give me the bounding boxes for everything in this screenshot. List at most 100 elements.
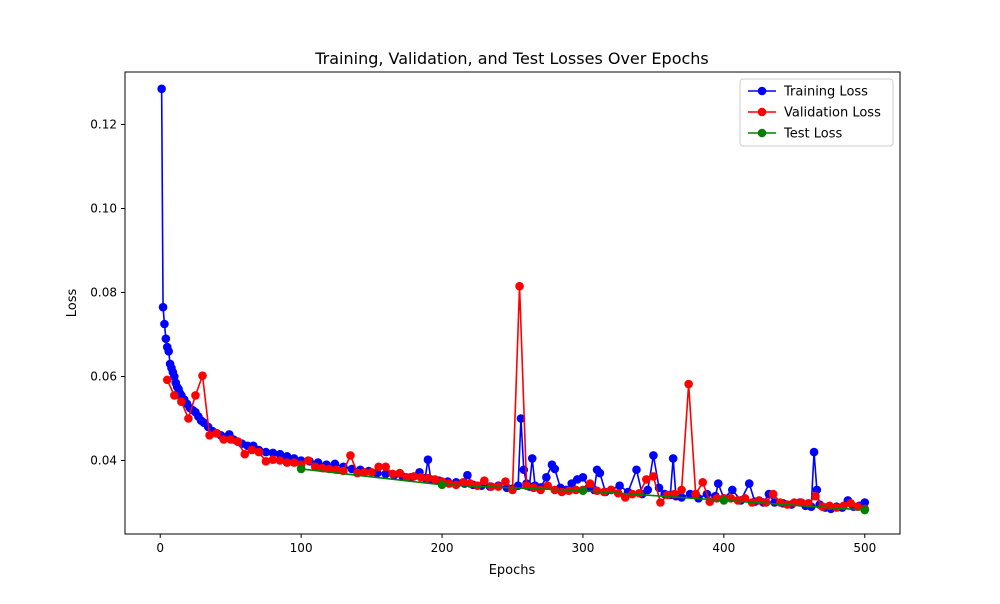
validation-loss-point: [219, 435, 228, 444]
x-tick-label: 400: [712, 541, 735, 555]
validation-loss-point: [226, 435, 235, 444]
validation-loss-point: [585, 479, 595, 488]
validation-loss-point: [177, 397, 186, 407]
validation-loss-point: [240, 449, 250, 459]
training-loss-point: [268, 448, 278, 458]
validation-loss-point: [529, 483, 538, 493]
validation-loss-point: [642, 475, 651, 484]
validation-loss-point: [592, 486, 602, 496]
validation-loss-point: [649, 472, 658, 481]
legend-marker: [757, 128, 767, 138]
validation-loss-point: [797, 498, 806, 507]
training-loss-point: [158, 302, 168, 312]
training-loss-point: [744, 479, 754, 488]
legend-label: Test Loss: [783, 127, 842, 142]
plot-frame: [124, 71, 901, 535]
validation-loss-point: [684, 379, 693, 389]
validation-loss-point: [170, 391, 179, 400]
validation-loss-point: [268, 455, 278, 464]
training-loss-point: [161, 334, 171, 344]
legend-item-validation-loss: Validation Loss: [748, 106, 881, 121]
plot-area: [157, 84, 870, 515]
training-loss-point: [860, 498, 870, 507]
validation-loss-point: [205, 431, 214, 440]
validation-loss-point: [543, 481, 553, 491]
test-loss-point: [437, 480, 447, 490]
training-loss-point: [668, 454, 678, 463]
test-loss-series: [296, 464, 870, 515]
validation-loss-point: [430, 475, 440, 484]
test-loss-point: [860, 505, 870, 515]
validation-loss-point: [677, 485, 686, 495]
y-tick-label: 0.10: [90, 202, 117, 216]
legend-item-training-loss: Training Loss: [748, 85, 868, 100]
validation-loss-point: [275, 456, 285, 465]
validation-loss-point: [635, 488, 644, 498]
training-loss-point: [527, 454, 537, 463]
training-loss-point: [516, 414, 526, 423]
validation-loss-point: [261, 457, 271, 466]
validation-loss-point: [289, 458, 299, 467]
y-axis-label: Loss: [65, 289, 80, 318]
validation-loss-point: [691, 489, 700, 499]
training-loss-point: [643, 485, 653, 495]
validation-loss-point: [346, 451, 355, 460]
validation-loss-point: [254, 447, 264, 457]
training-loss-point: [381, 469, 390, 479]
validation-loss-point: [310, 462, 320, 472]
training-loss-point: [282, 452, 292, 461]
validation-loss-point: [480, 476, 489, 485]
training-loss-point: [632, 465, 641, 475]
validation-loss-point: [212, 428, 221, 438]
validation-loss-point: [374, 462, 383, 472]
y-tick-label: 0.04: [90, 454, 117, 468]
validation-loss-point: [247, 445, 257, 455]
training-loss-point: [275, 449, 285, 459]
validation-loss-point: [733, 496, 743, 505]
validation-loss-point: [501, 477, 510, 486]
validation-loss-point: [233, 437, 243, 446]
validation-loss-point: [698, 478, 708, 487]
training-loss-point: [615, 481, 624, 491]
validation-loss-point: [395, 468, 405, 478]
validation-loss-series: [162, 281, 870, 514]
training-loss-point: [713, 479, 723, 488]
training-loss-point: [595, 468, 605, 478]
validation-loss-point: [811, 491, 820, 501]
training-loss-point: [160, 319, 169, 329]
legend-label: Training Loss: [783, 85, 868, 100]
validation-loss-point: [536, 485, 545, 495]
y-tick-label: 0.12: [90, 118, 117, 132]
chart-title: Training, Validation, and Test Losses Ov…: [314, 49, 709, 68]
validation-loss-point: [846, 499, 855, 508]
training-loss-point: [550, 464, 560, 474]
x-tick-label: 200: [431, 541, 454, 555]
validation-loss-point: [515, 281, 524, 291]
validation-loss-point: [317, 463, 327, 473]
validation-loss-point: [360, 467, 369, 477]
training-loss-point: [649, 451, 658, 460]
x-tick-label: 500: [853, 541, 876, 555]
training-loss-point: [164, 347, 173, 356]
validation-loss-point: [402, 473, 412, 482]
x-axis-label: Epochs: [489, 563, 536, 578]
training-loss-point: [809, 447, 819, 457]
y-axis: 0.04 0.06 0.08 0.10 0.12: [90, 118, 125, 468]
training-loss-point: [463, 470, 472, 480]
validation-loss-point: [184, 414, 193, 423]
validation-loss-point: [458, 478, 468, 487]
validation-loss-point: [388, 469, 398, 479]
test-loss-point: [296, 464, 306, 474]
x-axis: 0 100 200 300 400 500: [156, 534, 876, 555]
x-tick-label: 300: [572, 541, 595, 555]
x-tick-label: 0: [156, 541, 164, 555]
legend-item-test-loss: Test Loss: [748, 127, 842, 142]
validation-loss-point: [768, 489, 778, 499]
validation-loss-point: [162, 375, 172, 385]
training-loss-point: [157, 84, 166, 94]
legend-label: Validation Loss: [784, 106, 881, 121]
legend-marker: [757, 86, 767, 96]
training-loss-point: [578, 473, 588, 482]
training-loss-point: [423, 455, 433, 464]
